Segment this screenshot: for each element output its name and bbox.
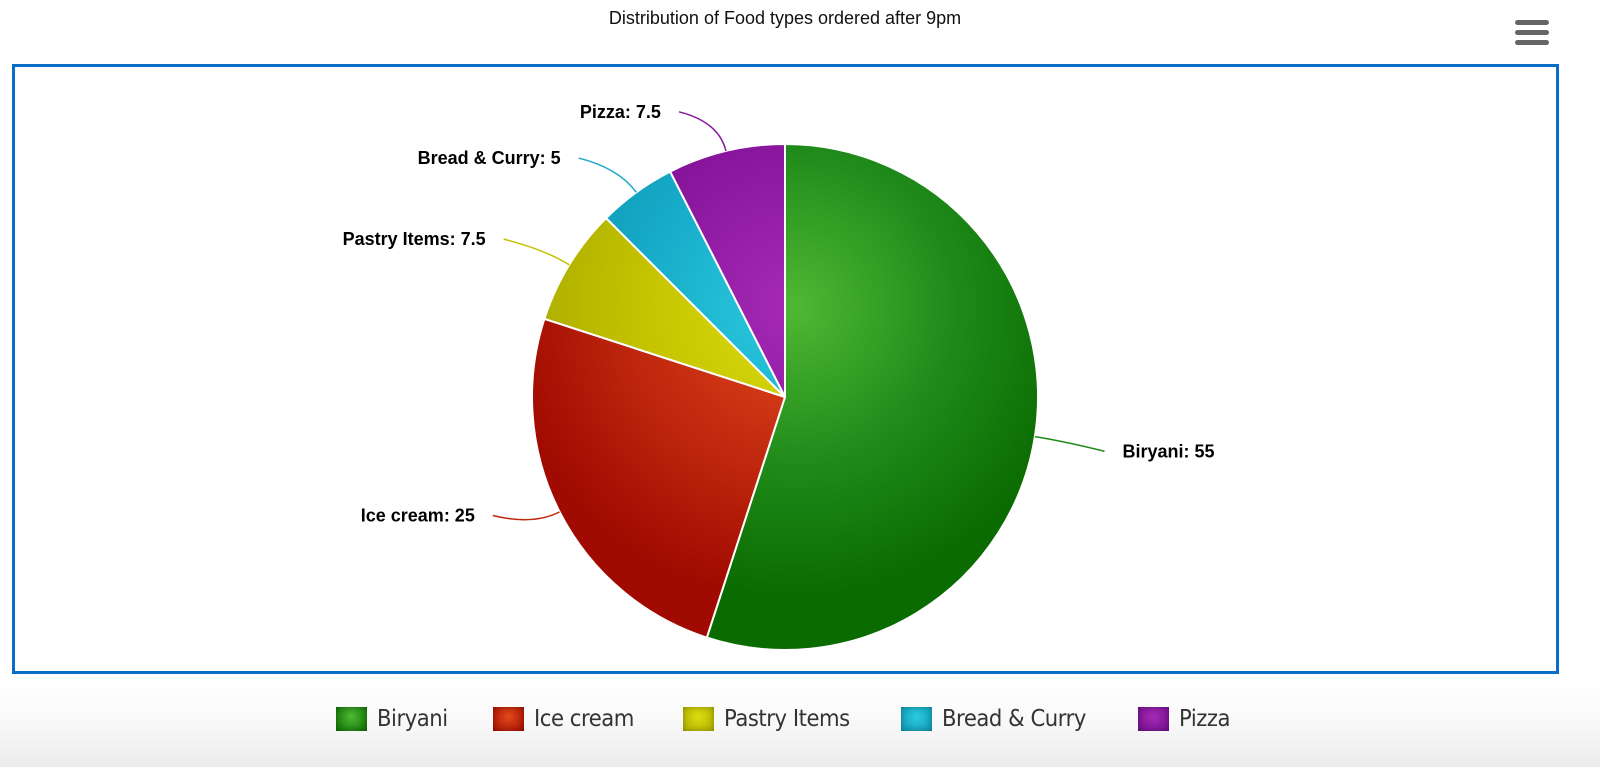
legend-item-ice-cream[interactable]: Ice cream	[493, 706, 643, 732]
data-label-connector	[678, 111, 727, 152]
data-label: Bread & Curry: 5	[418, 148, 561, 168]
legend-item-biryani[interactable]: Biryani	[335, 706, 454, 732]
legend-item-pastry-items[interactable]: Pastry Items	[682, 706, 861, 732]
data-label-connector	[492, 511, 560, 521]
hamburger-menu-icon	[1515, 20, 1549, 25]
legend-swatch	[493, 707, 525, 731]
pie-slice-pastry-items[interactable]	[543, 216, 786, 398]
data-label: Ice cream: 25	[361, 505, 475, 525]
legend-item-pizza[interactable]: Pizza	[1138, 706, 1235, 732]
data-label-connectors	[492, 111, 1105, 521]
legend-label: Bread & Curry	[941, 706, 1086, 732]
chart-title: Distribution of Food types ordered after…	[608, 8, 962, 28]
data-labels: Biryani: 55 Ice cream: 25 Pastry Items: 7.…	[343, 102, 1215, 526]
legend-bar: Biryani Ice cream Pastry Items Bread & C…	[0, 680, 1600, 767]
legend-swatch	[1138, 707, 1169, 731]
legend-label: Ice cream	[534, 706, 635, 732]
plot-area-frame	[12, 64, 1559, 674]
pie-slice-pizza[interactable]	[668, 142, 786, 398]
data-label: Biryani: 55	[1123, 441, 1215, 461]
legend-swatch	[682, 707, 714, 731]
hamburger-menu-icon-bar	[1515, 40, 1549, 45]
legend: Biryani Ice cream Pastry Items Bread & C…	[0, 706, 1570, 732]
data-label-connector	[578, 157, 637, 193]
legend-swatch	[900, 707, 932, 731]
data-label: Pizza: 7.5	[580, 102, 661, 122]
hamburger-menu-icon-bar	[1515, 30, 1549, 35]
data-label-connector	[1034, 435, 1105, 452]
legend-label: Pastry Items	[723, 706, 850, 732]
pie-slices	[531, 142, 1040, 651]
legend-swatch	[335, 707, 367, 731]
chart-menu-button[interactable]	[1515, 20, 1551, 50]
legend-label: Pizza	[1179, 706, 1231, 732]
legend-label: Biryani	[376, 706, 448, 732]
data-label: Pastry Items: 7.5	[343, 229, 486, 249]
legend-item-bread-curry[interactable]: Bread & Curry	[900, 706, 1098, 732]
pie-chart: Biryani: 55 Ice cream: 25 Pastry Items: 7.…	[343, 102, 1215, 651]
data-label-connector	[503, 238, 570, 266]
pie-slice-ice-cream[interactable]	[531, 317, 787, 639]
